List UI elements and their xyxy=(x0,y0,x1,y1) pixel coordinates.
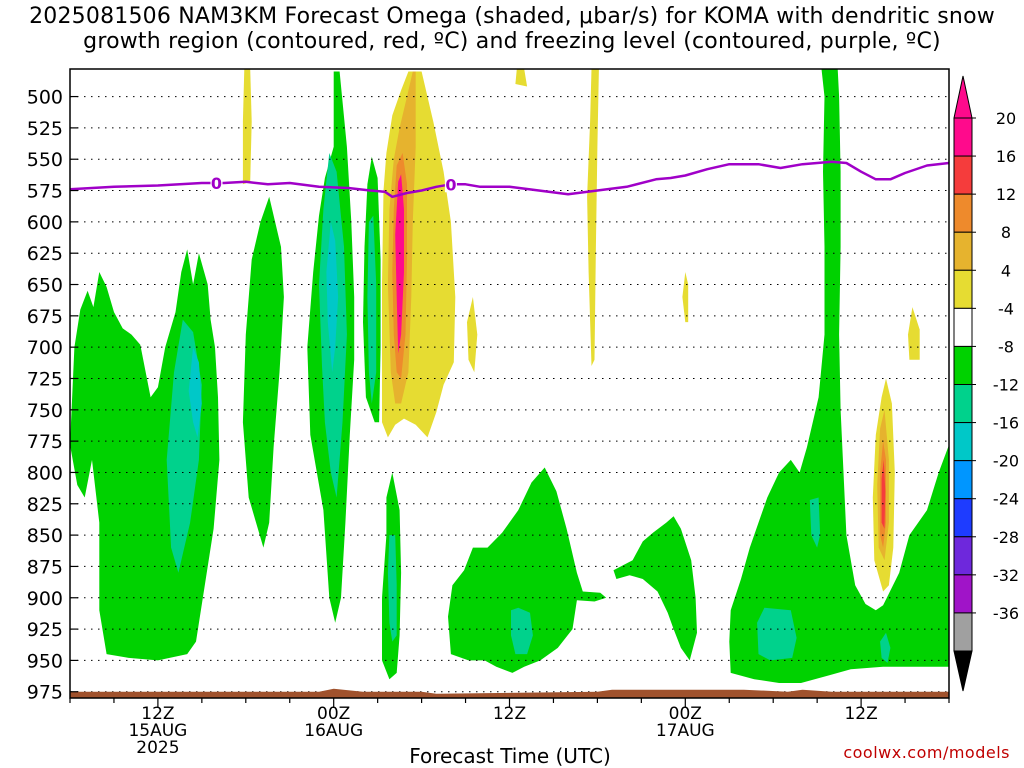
colorbar-label-0: 20 xyxy=(996,109,1016,128)
x-tick-label-3-1: 17AUG xyxy=(656,721,715,741)
omega-region-31 xyxy=(881,459,886,529)
x-tick-label-3-0: 00Z xyxy=(669,704,702,724)
chart-title-line-2: growth region (contoured, red, ºC) and f… xyxy=(83,29,941,54)
y-tick-label-675: 675 xyxy=(27,306,63,328)
colorbar-over-arrow xyxy=(953,75,973,119)
colorbar-label-11: -28 xyxy=(993,528,1019,547)
omega-region-16 xyxy=(587,69,599,366)
omega-region-18 xyxy=(908,307,920,360)
colorbar-bin-11 xyxy=(953,536,973,576)
x-tick-label-2-0: 12Z xyxy=(493,704,526,724)
colorbar-label-8: -16 xyxy=(993,414,1019,433)
y-tick-label-500: 500 xyxy=(27,87,63,109)
colorbar-label-1: 16 xyxy=(996,147,1016,166)
colorbar-bin-9 xyxy=(953,460,973,500)
chart-title-line-1: 2025081506 NAM3KM Forecast Omega (shaded… xyxy=(29,4,995,29)
x-axis-label: Forecast Time (UTC) xyxy=(409,744,611,768)
colorbar-bin-6 xyxy=(953,345,973,385)
colorbar-label-10: -24 xyxy=(993,490,1019,509)
omega-region-22 xyxy=(511,607,533,655)
omega-shading xyxy=(70,69,949,683)
freezing-level-line xyxy=(70,160,949,199)
omega-region-2 xyxy=(188,347,202,438)
y-tick-label-600: 600 xyxy=(27,212,63,234)
colorbar-bin-1 xyxy=(953,155,973,195)
y-axis: 500 525 550 575 600 625 650 675 700 725 750 775 800 8… xyxy=(27,87,78,704)
omega-region-21 xyxy=(448,467,607,673)
colorbar-bin-4 xyxy=(953,269,973,309)
omega-region-23 xyxy=(613,516,697,661)
colorbar-bin-7 xyxy=(953,384,973,424)
chart-title: 2025081506 NAM3KM Forecast Omega (shaded… xyxy=(0,4,1024,54)
omega-region-15 xyxy=(242,69,252,185)
x-tick-label-1-1: 16AUG xyxy=(304,721,363,741)
y-tick-label-650: 650 xyxy=(27,275,63,297)
x-tick-label-0-0: 12Z xyxy=(141,704,174,724)
colorbar-under-arrow xyxy=(953,650,973,692)
colorbar-label-7: -12 xyxy=(993,376,1019,395)
omega-region-12 xyxy=(395,174,404,354)
colorbar-bin-10 xyxy=(953,498,973,538)
ground-layer xyxy=(70,688,949,698)
x-tick-label-4-0: 12Z xyxy=(844,704,877,724)
colorbar-bin-5 xyxy=(953,307,973,347)
y-tick-label-900: 900 xyxy=(27,588,63,610)
colorbar-label-13: -36 xyxy=(993,604,1019,623)
colorbar-bin-12 xyxy=(953,574,973,614)
omega-region-3 xyxy=(242,196,284,548)
colorbar-bin-0 xyxy=(953,117,973,157)
y-tick-label-625: 625 xyxy=(27,243,63,265)
omega-region-6 xyxy=(326,221,339,373)
colorbar-label-9: -20 xyxy=(993,452,1019,471)
colorbar-label-5: -4 xyxy=(998,299,1014,318)
omega-region-20 xyxy=(387,535,397,642)
freezing-level-label-1: 0 xyxy=(445,175,456,194)
freezing-level-label-0: 0 xyxy=(211,174,222,193)
colorbar-label-2: 12 xyxy=(996,185,1016,204)
colorbar-label-3: 8 xyxy=(1001,223,1011,242)
omega-region-27 xyxy=(880,632,891,663)
y-tick-label-825: 825 xyxy=(27,494,63,516)
x-tick-label-0-2: 2025 xyxy=(136,738,179,758)
y-tick-label-975: 975 xyxy=(27,682,63,704)
omega-region-14 xyxy=(515,69,528,87)
colorbar-label-12: -32 xyxy=(993,566,1019,585)
y-tick-label-550: 550 xyxy=(27,149,63,171)
colorbar-bin-2 xyxy=(953,193,973,233)
omega-region-17 xyxy=(682,272,689,323)
colorbar: 20 16 12 8 4 -4 -8 -12 -16 -20 -24 -28 -32 -36 xyxy=(953,75,1019,692)
colorbar-label-6: -8 xyxy=(998,337,1014,356)
colorbar-bin-3 xyxy=(953,231,973,271)
omega-region-8 xyxy=(367,215,377,404)
y-tick-label-925: 925 xyxy=(27,619,63,641)
ground-fill xyxy=(70,688,949,698)
omega-region-13 xyxy=(467,297,478,373)
colorbar-bin-8 xyxy=(953,422,973,462)
x-tick-label-1-0: 00Z xyxy=(317,704,350,724)
freezing-label-bg-0 xyxy=(210,174,223,192)
omega-region-25 xyxy=(757,607,797,661)
y-tick-label-725: 725 xyxy=(27,368,63,390)
y-tick-label-700: 700 xyxy=(27,337,63,359)
omega-region-24 xyxy=(729,69,949,683)
y-tick-label-800: 800 xyxy=(27,462,63,484)
colorbar-label-4: 4 xyxy=(1001,261,1011,280)
y-tick-label-775: 775 xyxy=(27,431,63,453)
y-tick-label-525: 525 xyxy=(27,118,63,140)
colorbar-bin-13 xyxy=(953,612,973,652)
y-tick-label-850: 850 xyxy=(27,525,63,547)
y-tick-label-875: 875 xyxy=(27,556,63,578)
y-tick-label-950: 950 xyxy=(27,650,63,672)
x-tick-label-0-1: 15AUG xyxy=(128,721,187,741)
credit-label: coolwx.com/models xyxy=(843,743,1010,762)
freezing-label-bg-1 xyxy=(444,175,457,193)
y-tick-label-750: 750 xyxy=(27,400,63,422)
y-tick-label-575: 575 xyxy=(27,181,63,203)
